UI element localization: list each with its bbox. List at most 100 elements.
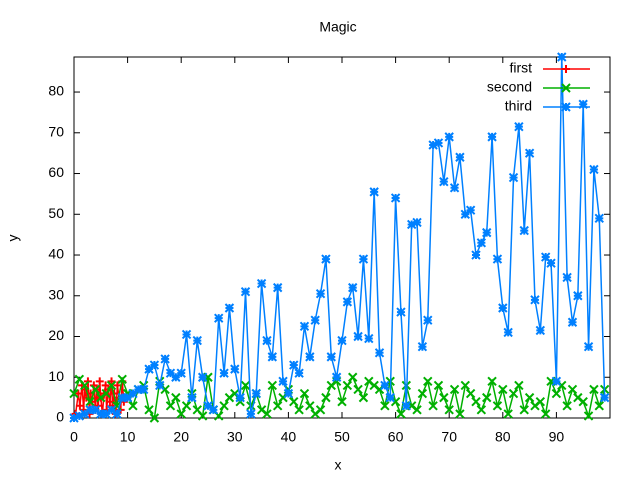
point-marker	[101, 381, 110, 390]
point-marker	[594, 401, 604, 411]
legend-marker	[561, 102, 571, 112]
point-marker	[589, 384, 599, 395]
point-marker	[385, 392, 395, 403]
point-marker	[262, 409, 272, 419]
point-marker	[278, 376, 288, 387]
point-marker	[439, 392, 449, 403]
y-tick-label: 70	[48, 123, 64, 139]
point-marker	[203, 401, 213, 411]
point-marker	[321, 254, 331, 264]
point-marker	[267, 352, 278, 362]
point-marker	[514, 380, 524, 391]
point-marker	[299, 388, 310, 399]
point-marker	[439, 176, 449, 187]
point-marker	[433, 138, 444, 148]
point-marker	[337, 335, 347, 346]
point-marker	[401, 401, 412, 411]
point-marker	[128, 401, 138, 411]
point-marker	[149, 413, 160, 423]
point-marker	[240, 286, 251, 297]
point-marker	[412, 405, 422, 415]
point-marker	[224, 303, 235, 313]
point-marker	[321, 392, 331, 403]
point-marker	[465, 205, 476, 215]
point-marker	[294, 368, 304, 378]
point-marker	[573, 291, 583, 301]
point-marker	[80, 380, 90, 391]
point-marker	[240, 380, 251, 391]
x-tick-label: 50	[334, 429, 350, 445]
point-marker	[364, 333, 374, 344]
point-marker	[165, 368, 176, 378]
point-marker	[315, 405, 326, 415]
x-tick-label: 70	[441, 429, 457, 445]
point-marker	[503, 327, 513, 338]
point-marker	[299, 321, 310, 332]
point-marker	[460, 380, 470, 391]
point-marker	[149, 360, 160, 370]
y-tick-label: 80	[48, 83, 64, 99]
y-axis-label: y	[5, 235, 21, 242]
y-tick-label: 40	[48, 246, 64, 262]
point-marker	[315, 289, 326, 299]
point-marker	[567, 317, 578, 327]
point-marker	[540, 409, 551, 419]
point-marker	[171, 392, 181, 403]
y-tick-label: 60	[48, 164, 64, 180]
point-marker	[133, 384, 144, 395]
point-marker	[106, 380, 117, 391]
point-marker	[101, 388, 111, 399]
point-marker	[74, 389, 83, 398]
point-marker	[498, 303, 508, 313]
x-tick-label: 40	[281, 429, 297, 445]
point-marker	[176, 409, 186, 419]
point-marker	[374, 348, 385, 358]
point-marker	[197, 411, 208, 421]
point-marker	[310, 315, 320, 325]
point-marker	[230, 364, 240, 374]
point-marker	[487, 376, 497, 387]
point-marker	[455, 152, 465, 162]
point-marker	[326, 352, 336, 362]
point-marker	[535, 396, 546, 407]
point-marker	[283, 388, 294, 399]
point-marker	[90, 384, 101, 395]
point-marker	[219, 401, 229, 411]
legend-label: third	[505, 98, 532, 114]
x-tick-label: 30	[227, 429, 243, 445]
point-marker	[535, 325, 546, 336]
point-marker	[272, 401, 283, 411]
y-tick-label: 10	[48, 368, 64, 384]
point-marker	[578, 396, 588, 407]
point-marker	[390, 193, 401, 203]
point-marker	[396, 307, 406, 317]
point-marker	[331, 372, 342, 382]
point-marker	[305, 401, 315, 411]
point-marker	[455, 409, 465, 419]
legend-marker	[561, 83, 571, 93]
x-tick-label: 60	[388, 429, 404, 445]
point-marker	[176, 368, 186, 378]
point-marker	[423, 376, 433, 387]
point-marker	[272, 282, 283, 293]
point-marker	[289, 360, 299, 370]
point-marker	[589, 164, 599, 175]
point-marker	[128, 388, 138, 399]
point-marker	[96, 409, 106, 419]
point-marker	[90, 405, 101, 415]
point-marker	[583, 341, 594, 352]
x-tick-label: 0	[70, 429, 78, 445]
point-marker	[380, 401, 390, 411]
point-marker	[492, 401, 503, 411]
point-marker	[476, 405, 487, 415]
point-marker	[519, 405, 529, 415]
point-marker	[289, 396, 299, 407]
point-marker	[396, 409, 406, 419]
point-marker	[187, 392, 197, 403]
point-marker	[562, 272, 572, 283]
point-marker	[69, 388, 79, 399]
point-marker	[171, 372, 181, 382]
x-axis-label: x	[335, 457, 342, 473]
point-marker	[337, 396, 347, 407]
